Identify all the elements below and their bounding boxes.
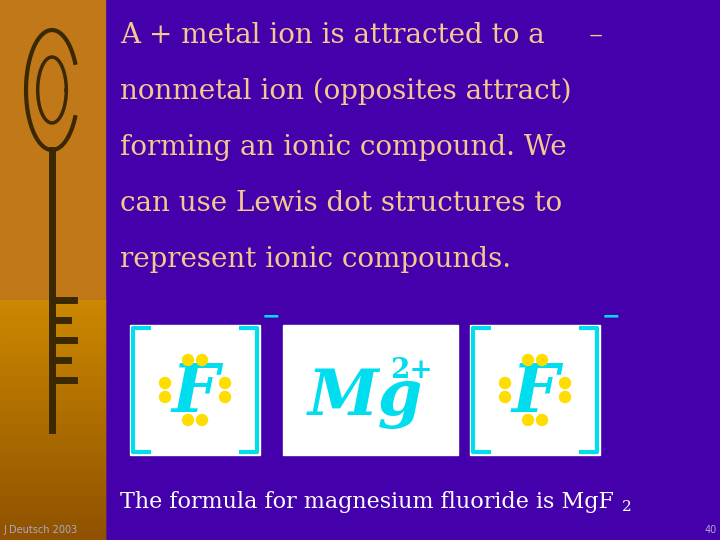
Bar <box>0 415 105 420</box>
Text: forming an ionic compound. We: forming an ionic compound. We <box>120 134 567 161</box>
Bar <box>0 463 105 468</box>
Circle shape <box>559 392 570 402</box>
Bar <box>0 525 105 530</box>
Text: F: F <box>511 361 559 427</box>
Bar <box>0 362 105 367</box>
Circle shape <box>220 392 230 402</box>
Bar <box>0 425 105 430</box>
Bar <box>0 468 105 473</box>
Bar <box>0 454 105 458</box>
Bar <box>0 521 105 525</box>
Bar <box>0 410 105 415</box>
Text: 40: 40 <box>705 525 717 535</box>
Circle shape <box>182 415 194 426</box>
Circle shape <box>500 377 510 388</box>
Text: J Deutsch 2003: J Deutsch 2003 <box>3 525 77 535</box>
Bar <box>0 535 105 540</box>
Bar <box>0 449 105 454</box>
Bar <box>0 516 105 521</box>
Bar <box>0 420 105 425</box>
Bar <box>0 430 105 434</box>
Text: represent ionic compounds.: represent ionic compounds. <box>120 246 511 273</box>
Bar <box>0 502 105 507</box>
Circle shape <box>523 354 534 366</box>
Bar <box>0 300 105 305</box>
Bar <box>0 372 105 377</box>
Circle shape <box>197 415 207 426</box>
Bar <box>0 511 105 516</box>
Bar <box>0 401 105 406</box>
Bar <box>0 473 105 477</box>
Bar <box>0 391 105 396</box>
Bar <box>0 406 105 410</box>
Circle shape <box>523 415 534 426</box>
Bar <box>0 324 105 329</box>
Circle shape <box>182 354 194 366</box>
Bar <box>0 434 105 439</box>
Bar <box>470 325 600 455</box>
Bar <box>0 343 105 348</box>
Circle shape <box>500 392 510 402</box>
Text: The formula for magnesium fluoride is MgF: The formula for magnesium fluoride is Mg… <box>120 491 614 513</box>
Circle shape <box>536 354 547 366</box>
Bar <box>0 458 105 463</box>
Bar <box>0 367 105 372</box>
Bar <box>0 339 105 343</box>
Text: can use Lewis dot structures to: can use Lewis dot structures to <box>120 190 562 217</box>
Circle shape <box>197 354 207 366</box>
Bar <box>0 439 105 444</box>
Text: Mg: Mg <box>307 367 423 429</box>
Text: nonmetal ion (opposites attract): nonmetal ion (opposites attract) <box>120 78 572 105</box>
Bar <box>0 396 105 401</box>
Circle shape <box>536 415 547 426</box>
Bar <box>0 492 105 497</box>
Bar <box>0 382 105 387</box>
Bar <box>0 387 105 391</box>
Bar <box>0 444 105 449</box>
Circle shape <box>160 392 171 402</box>
Circle shape <box>559 377 570 388</box>
Text: 2: 2 <box>622 500 631 514</box>
Bar <box>130 325 260 455</box>
Bar <box>0 305 105 309</box>
Bar <box>0 482 105 487</box>
Bar <box>0 348 105 353</box>
Bar <box>0 477 105 482</box>
Text: 2+: 2+ <box>391 356 433 383</box>
Bar <box>0 530 105 535</box>
Bar <box>0 314 105 319</box>
Bar <box>0 497 105 502</box>
Bar <box>0 507 105 511</box>
Bar <box>0 300 105 540</box>
Bar <box>0 487 105 492</box>
Bar <box>0 353 105 357</box>
Text: A + metal ion is attracted to a     –: A + metal ion is attracted to a – <box>120 22 603 49</box>
Bar <box>0 309 105 314</box>
Bar <box>0 357 105 362</box>
Circle shape <box>220 377 230 388</box>
Circle shape <box>160 377 171 388</box>
Text: −: − <box>262 306 281 326</box>
Bar <box>282 325 457 455</box>
Bar <box>0 334 105 339</box>
Bar <box>0 329 105 334</box>
Bar <box>0 0 105 300</box>
Bar <box>0 319 105 324</box>
Text: −: − <box>602 306 621 326</box>
Bar <box>0 377 105 382</box>
Text: F: F <box>171 361 219 427</box>
